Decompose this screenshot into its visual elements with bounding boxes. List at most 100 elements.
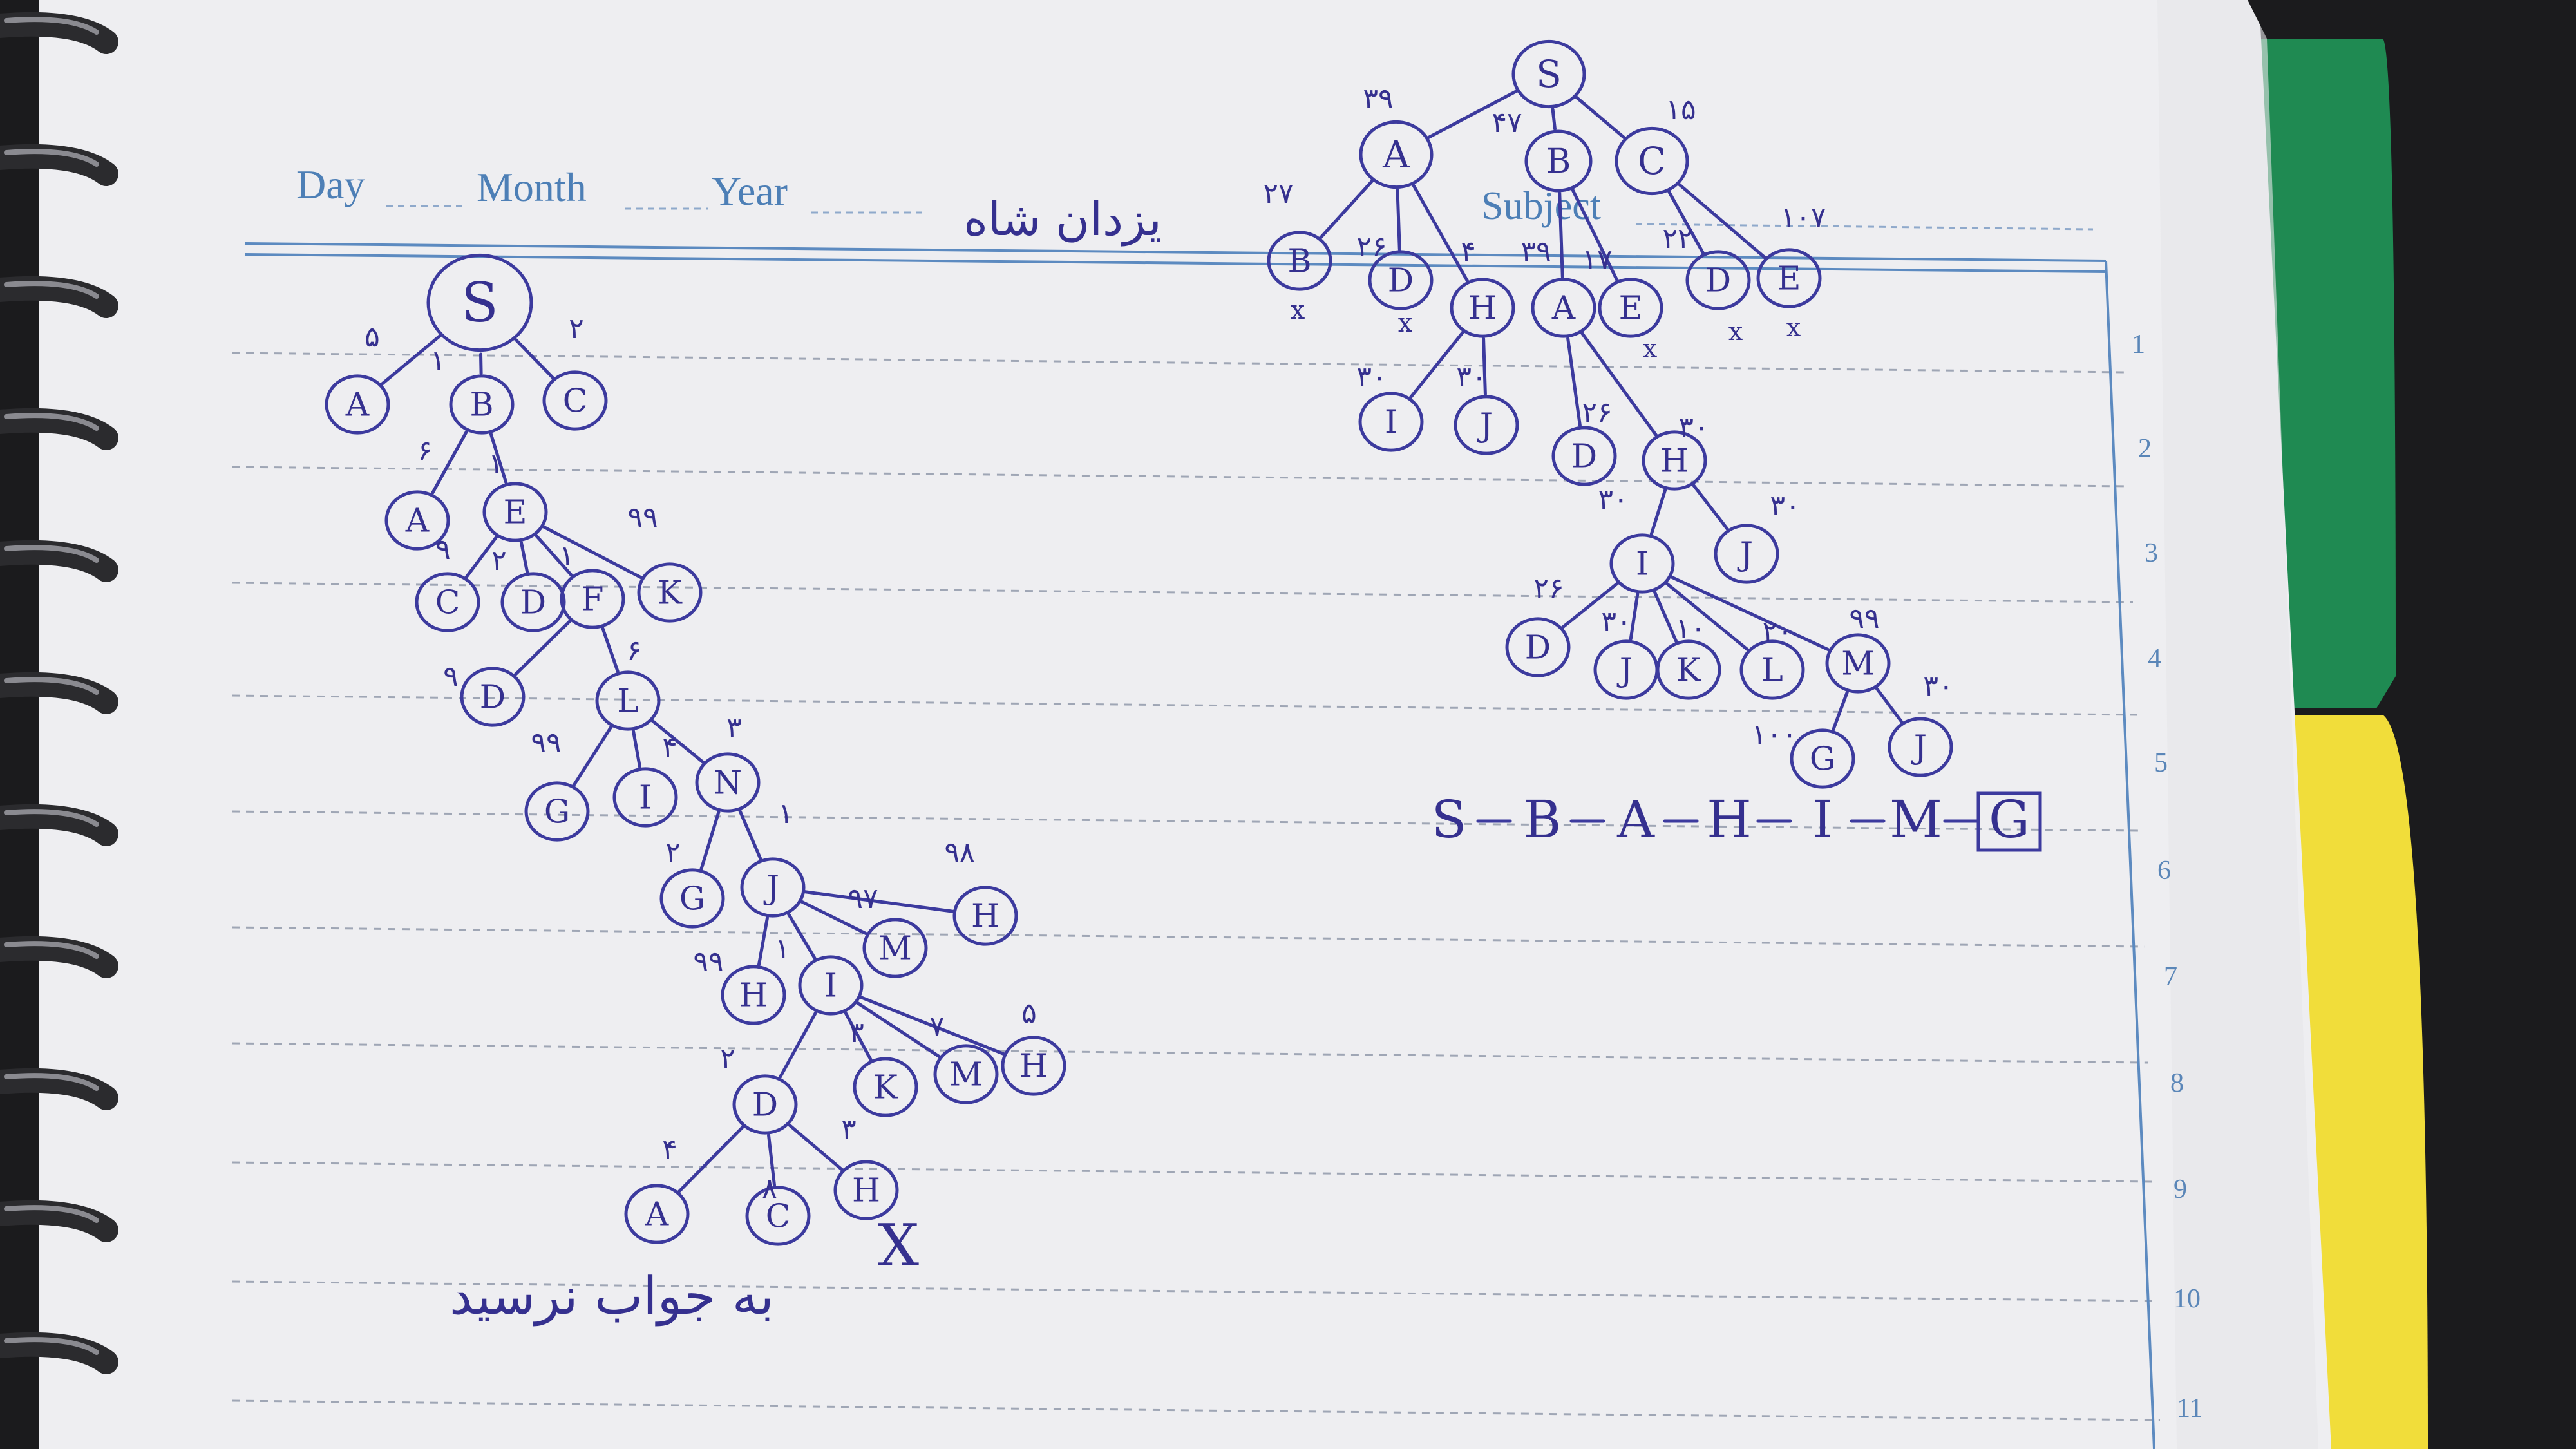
node-circle — [1267, 231, 1332, 291]
node-label: D — [1388, 261, 1414, 299]
tree-edge — [787, 1122, 844, 1172]
ruled-line — [231, 1399, 2161, 1421]
node-circle — [1524, 129, 1593, 193]
node-circle — [1454, 395, 1519, 455]
tree-node: K — [637, 562, 703, 623]
node-label: C — [1638, 139, 1666, 183]
goal-node: G — [1989, 790, 2030, 849]
node-circle — [1531, 278, 1596, 338]
node-label: I — [824, 966, 837, 1004]
tree-edge — [799, 899, 869, 936]
author-name: یزدان شاه — [963, 192, 1162, 247]
tree-edge — [1482, 337, 1487, 396]
tree-node: C — [542, 370, 608, 431]
edge-weight: ۲۲ — [1662, 222, 1692, 255]
node-circle — [460, 667, 526, 727]
tree-node: C — [745, 1186, 811, 1246]
tree-edge — [519, 540, 529, 574]
tree-node: A — [384, 490, 450, 551]
edge-weight: ۹۹ — [531, 726, 561, 759]
node-label: A — [405, 501, 430, 539]
edge-weight: ۳۰ — [1598, 483, 1628, 516]
node-label: K — [658, 573, 683, 611]
node-label: C — [766, 1197, 791, 1235]
tree-edge — [514, 337, 556, 381]
node-circle — [1756, 248, 1822, 308]
tree-edge — [738, 809, 762, 861]
edge-weight: ۴ — [1461, 235, 1476, 268]
tree-node: H — [1450, 278, 1515, 338]
node-circle — [833, 1160, 899, 1220]
tree-edge — [1667, 190, 1705, 255]
node-label: H — [852, 1171, 880, 1209]
month-label: Month — [477, 164, 587, 210]
node-circle — [1790, 728, 1855, 789]
tree-edge — [1396, 188, 1401, 251]
node-label: D — [480, 677, 506, 715]
tree-node: E — [1756, 248, 1822, 308]
node-label: A — [645, 1195, 669, 1233]
day-label: Day — [296, 162, 365, 207]
node-label: S — [1536, 52, 1562, 96]
node-circle — [384, 490, 450, 551]
tree-edge — [858, 995, 1007, 1056]
ruled-line — [231, 582, 2134, 603]
edge-weight: ۱۰۷ — [1781, 201, 1826, 234]
edge-weight: ۱ — [430, 345, 446, 377]
node-label: I — [639, 778, 652, 816]
tree-node: L — [1739, 639, 1805, 700]
node-circle — [1685, 250, 1751, 310]
tree-edge — [632, 729, 641, 769]
node-circle — [1551, 426, 1617, 486]
path-node: B — [1524, 790, 1562, 849]
node-circle — [1359, 120, 1434, 189]
node-circle — [325, 374, 390, 435]
edge-weight: ۹۹ — [1849, 602, 1879, 635]
year-label: Year — [712, 168, 788, 214]
node-label: M — [949, 1055, 983, 1093]
line-number: 8 — [2170, 1068, 2184, 1098]
spiral-ring — [0, 540, 118, 582]
node-circle — [637, 562, 703, 623]
spiral-ring — [0, 804, 118, 846]
edge-weight: ۳۰ — [1923, 670, 1953, 703]
ruled-line — [231, 466, 2130, 488]
path-node: M — [1889, 790, 1942, 849]
tree-node: B — [449, 374, 515, 435]
node-circle — [1656, 639, 1721, 700]
tree-node: A — [1359, 120, 1434, 189]
line-number: 2 — [2138, 434, 2152, 464]
tree-node: L — [595, 670, 661, 731]
tree-edge — [844, 1010, 873, 1062]
tree-edge — [464, 535, 498, 580]
ruled-lines — [231, 352, 2161, 1421]
edge-weight: ۲۷ — [1263, 177, 1293, 210]
tree-node: M — [862, 918, 928, 978]
tree-node: M — [933, 1044, 999, 1104]
node-circle — [449, 374, 515, 435]
edge-weight: ۹۸ — [944, 836, 974, 869]
tree-edge — [757, 916, 770, 967]
line-number: 7 — [2164, 962, 2177, 992]
node-circle — [1615, 126, 1689, 196]
edge-weight: ۱ — [775, 933, 790, 965]
tree-edge — [1580, 331, 1658, 437]
path-node: S — [1432, 790, 1467, 849]
tree-node: D — [732, 1074, 798, 1135]
node-label: J — [1911, 728, 1927, 766]
notebook-page — [39, 0, 2331, 1449]
edge-weight: ۳۰ — [1770, 489, 1800, 522]
tree-node: E — [1598, 278, 1663, 338]
node-circle — [798, 955, 864, 1016]
node-label: H — [1468, 289, 1497, 327]
left-tree-note: به جواب نرسید — [450, 1266, 774, 1327]
node-circle — [659, 868, 725, 929]
tree-edge — [1649, 488, 1667, 536]
tree-edge — [1653, 590, 1678, 643]
path-node: A — [1616, 790, 1655, 849]
tree-edge — [1574, 95, 1627, 140]
edge-weight: ۹۷ — [848, 882, 878, 915]
tree-node: D — [1685, 250, 1751, 310]
spiral-ring — [0, 1068, 118, 1110]
right-search-tree: S A B C B D H A E D E I J D H I J D J K L M G J ۳۹ ۴۷ ۱۵ ۲۷ ۲۶ ۴ ۳۹ ۱۷ ۲… — [1263, 39, 1954, 789]
